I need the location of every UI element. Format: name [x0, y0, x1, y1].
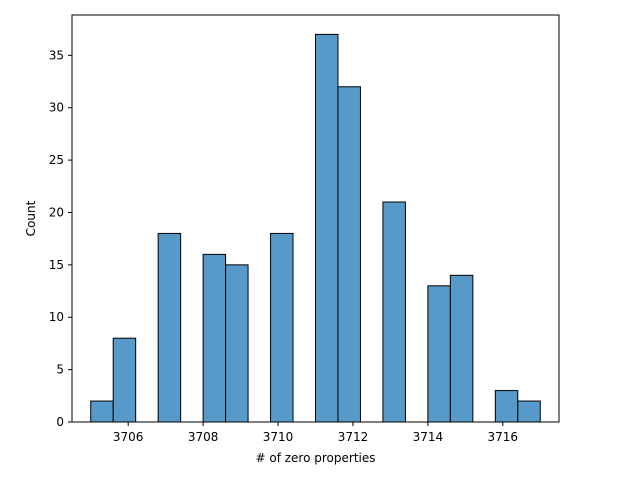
- x-tick-label: 3716: [488, 430, 519, 444]
- histogram-bar-16: [449, 274, 474, 423]
- histogram-bar-3: [157, 232, 182, 423]
- y-tick-label: 20: [49, 205, 64, 219]
- bars-group: [90, 33, 541, 423]
- x-tick-label: 3714: [413, 430, 444, 444]
- y-tick-label: 30: [49, 101, 64, 115]
- y-tick-label: 25: [49, 153, 64, 167]
- x-tick-label: 3706: [113, 430, 144, 444]
- y-axis-label: Count: [24, 200, 38, 236]
- histogram-bar-15: [427, 285, 451, 423]
- x-axis-ticks: 3706 3708 3710 3712 3714 3716: [113, 422, 518, 444]
- y-tick-label: 10: [49, 310, 64, 324]
- y-tick-label: 15: [49, 258, 64, 272]
- histogram-bar-18: [494, 390, 519, 423]
- histogram-bar-6: [225, 264, 249, 423]
- x-tick-label: 3712: [338, 430, 369, 444]
- histogram-bar-13: [382, 201, 406, 423]
- y-tick-label: 35: [49, 48, 64, 62]
- x-tick-label: 3710: [263, 430, 294, 444]
- histogram-bar-11: [337, 86, 361, 423]
- x-axis-label: # of zero properties: [256, 451, 376, 465]
- histogram-bar-0: [90, 400, 114, 423]
- histogram-bar-1: [112, 337, 137, 423]
- histogram-bar-10: [315, 33, 339, 423]
- y-tick-label: 5: [56, 363, 64, 377]
- y-tick-label: 0: [56, 415, 64, 429]
- histogram-bar-19: [517, 400, 541, 423]
- y-axis-ticks: 0 5 10 15 20 25 30 35: [49, 48, 72, 429]
- histogram-bar-8: [270, 232, 294, 423]
- x-tick-label: 3708: [188, 430, 219, 444]
- plot-frame: [71, 14, 560, 423]
- histogram-bar-5: [202, 253, 227, 423]
